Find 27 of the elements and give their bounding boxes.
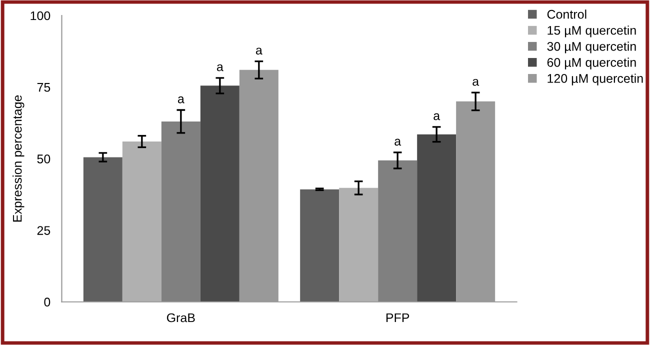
bar xyxy=(200,86,240,302)
y-tick-label: 50 xyxy=(37,154,50,164)
data-label: a xyxy=(256,48,262,55)
bar xyxy=(161,121,200,302)
legend-label: 30 µM quercetin xyxy=(547,42,636,54)
x-tick-label: GraB xyxy=(166,313,195,322)
legend-label: 60 µM quercetin xyxy=(547,58,636,70)
bar xyxy=(83,157,122,302)
y-axis-title: Expression percentage xyxy=(12,95,24,222)
bar xyxy=(300,189,340,302)
legend-label: Control xyxy=(547,10,586,19)
legend-label: 120 µM quercetin xyxy=(548,74,643,86)
data-label: a xyxy=(394,138,402,146)
legend-label: 15 µM quercetin xyxy=(548,26,636,38)
bar xyxy=(339,188,378,302)
x-tick-label: PFP xyxy=(386,313,410,322)
data-label: a xyxy=(216,64,224,72)
y-tick-label: 25 xyxy=(37,226,50,235)
bar xyxy=(378,160,418,302)
bar xyxy=(417,134,456,302)
y-tick-label: 75 xyxy=(37,83,50,92)
data-label: a xyxy=(472,78,480,86)
data-label: a xyxy=(178,96,184,104)
y-tick-label: 100 xyxy=(30,11,50,20)
bar xyxy=(122,142,162,302)
data-label: a xyxy=(434,113,440,120)
y-tick-label: 0 xyxy=(44,298,50,307)
